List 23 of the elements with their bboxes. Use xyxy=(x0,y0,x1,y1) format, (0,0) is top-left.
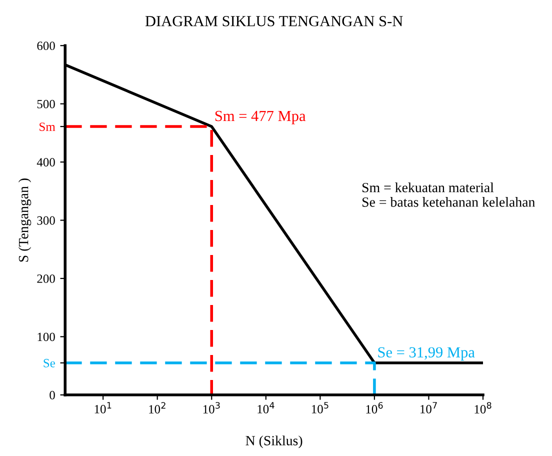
x-tick-label: 10$^{5}$ xyxy=(312,402,328,414)
y-tick-label: Se xyxy=(44,358,55,368)
y-tick-label: Sm xyxy=(40,122,56,131)
y-tick-label: 0 xyxy=(50,390,55,400)
x-tick-label: 10$^{1}$ xyxy=(94,402,112,414)
y-tick-label: 200 xyxy=(37,274,55,283)
x-tick-label: 10$^{7}$ xyxy=(420,402,437,414)
x-tick-label: 10$^{8}$ xyxy=(474,402,492,414)
x-axis-title: N (Siklus) xyxy=(246,436,302,448)
annotation: Sm = 477 Mpa xyxy=(215,110,306,124)
y-tick-label: 300 xyxy=(37,216,55,225)
x-tick-label: 10$^{4}$ xyxy=(258,402,274,414)
y-tick-label: 500 xyxy=(37,100,55,108)
chart-title: DIAGRAM SIKLUS TENGANGAN S-N xyxy=(145,16,403,26)
annotation: Se = 31,99 Mpa xyxy=(378,347,475,361)
x-tick-label: 10$^{6}$ xyxy=(366,402,383,414)
y-tick-label: 100 xyxy=(38,332,55,342)
x-tick-label: 10$^{3}$ xyxy=(203,402,220,414)
y-tick-label: 600 xyxy=(37,42,55,50)
y-axis-title: S (Tengangan ) xyxy=(18,178,32,262)
y-tick-label: 400 xyxy=(36,158,55,166)
x-tick-label: 10$^{2}$ xyxy=(149,402,166,414)
annotation: Sm = kekuatan material Se = batas ketehanan kelelahan xyxy=(362,182,535,207)
